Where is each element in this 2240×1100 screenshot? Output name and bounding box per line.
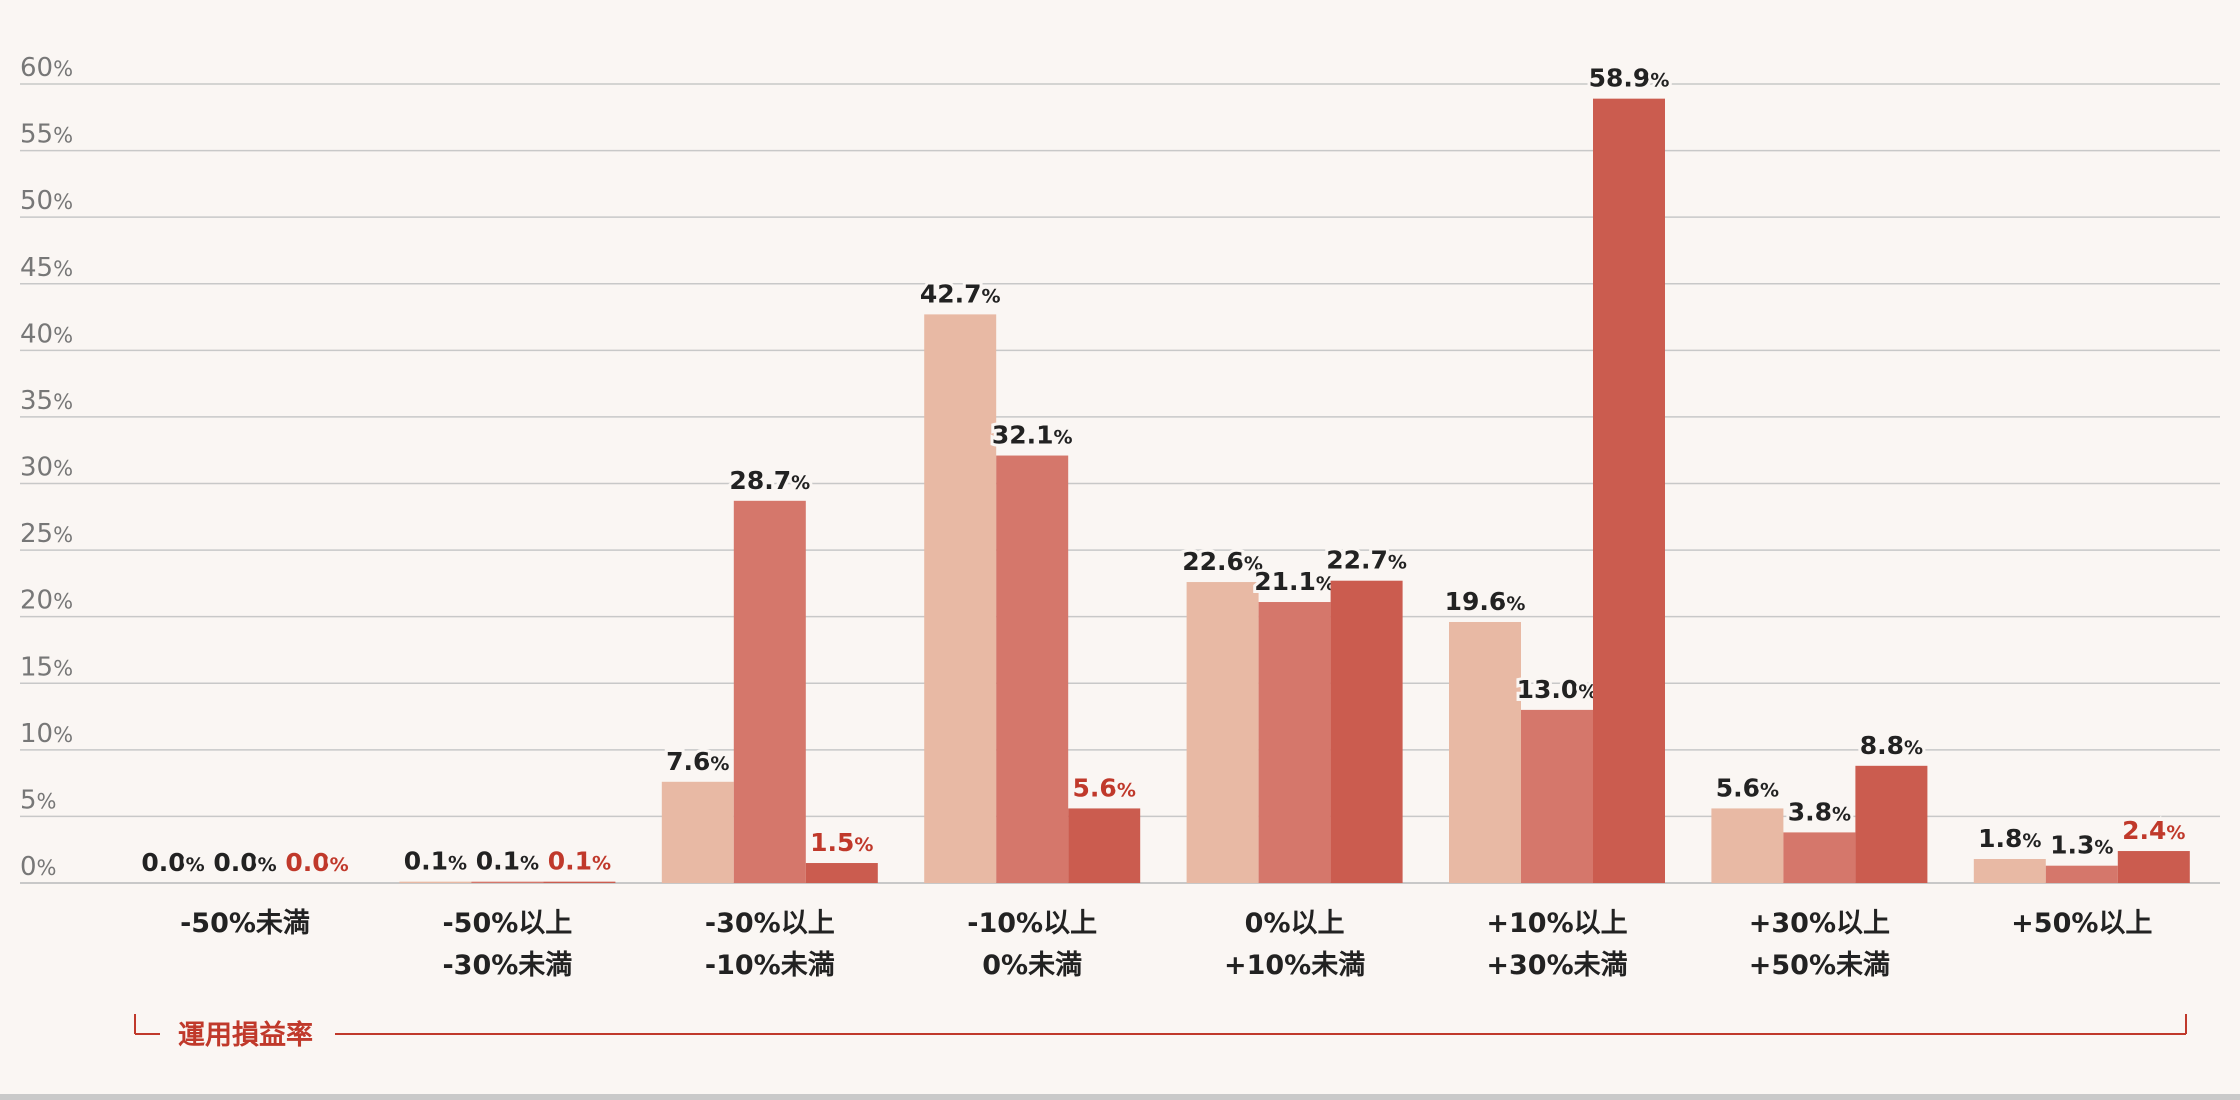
data-label: 1.5% — [810, 828, 873, 857]
y-tick-label: 50% — [20, 186, 73, 216]
y-tick-label: 0% — [20, 852, 57, 882]
bar — [543, 881, 616, 883]
bar — [1855, 765, 1928, 883]
bar — [471, 881, 544, 883]
x-tick-label: +30%以上 — [1749, 908, 1890, 939]
x-tick-label: 0%未満 — [982, 950, 1082, 981]
x-tick-label: -50%未満 — [180, 908, 310, 939]
bar — [805, 863, 878, 883]
y-tick-label: 40% — [20, 319, 73, 349]
x-tick-label: +50%未満 — [1749, 950, 1890, 981]
y-tick-label: 15% — [20, 652, 73, 682]
data-label: 0.1% — [548, 847, 611, 876]
data-label: 19.6% — [1445, 587, 1526, 616]
data-label: 1.3% — [2050, 831, 2113, 860]
data-label: 22.7% — [1326, 546, 1407, 575]
x-tick-label: 0%以上 — [1245, 908, 1345, 939]
data-label: 0.0% — [141, 848, 204, 877]
bar — [1449, 621, 1521, 883]
y-tick-label: 45% — [20, 253, 73, 283]
bar — [1068, 808, 1141, 883]
x-tick-label: +10%未満 — [1224, 950, 1365, 981]
data-label: 5.6% — [1716, 773, 1779, 802]
data-label: 22.6% — [1182, 547, 1263, 576]
data-label: 0.1% — [404, 847, 467, 876]
bar — [399, 881, 472, 883]
y-tick-label: 25% — [20, 519, 73, 549]
x-tick-label: -50%以上 — [442, 908, 572, 939]
bar — [1330, 580, 1403, 883]
x-tick-label: -10%以上 — [967, 908, 1097, 939]
data-label: 13.0% — [1517, 675, 1598, 704]
bar — [733, 500, 806, 883]
data-label: 42.7% — [920, 279, 1001, 308]
x-tick-label: -30%未満 — [442, 950, 572, 981]
x-tick-label: +30%未満 — [1486, 950, 1627, 981]
data-label: 0.0% — [285, 848, 348, 877]
data-label: 8.8% — [1860, 731, 1923, 760]
x-tick-label: -30%以上 — [705, 908, 835, 939]
data-label: 21.1% — [1254, 567, 1335, 596]
bottom-strip — [0, 1094, 2240, 1100]
y-tick-label: 20% — [20, 586, 73, 616]
x-tick-label: -10%未満 — [705, 950, 835, 981]
bar — [924, 314, 997, 884]
bar — [661, 781, 734, 883]
bar — [2117, 851, 2190, 883]
bar — [1711, 808, 1784, 883]
data-label: 28.7% — [729, 466, 810, 495]
bar — [996, 455, 1069, 883]
x-axis-label: 運用損益率 — [178, 1019, 313, 1051]
bar — [1521, 709, 1593, 883]
bar — [2045, 865, 2118, 883]
y-tick-label: 5% — [20, 785, 57, 815]
x-tick-label: +10%以上 — [1486, 908, 1627, 939]
data-label: 3.8% — [1788, 797, 1851, 826]
data-label: 32.1% — [992, 421, 1073, 450]
y-tick-label: 60% — [20, 53, 73, 83]
bar — [1783, 832, 1856, 883]
data-label: 5.6% — [1073, 773, 1136, 802]
data-label: 7.6% — [666, 747, 729, 776]
data-label: 2.4% — [2122, 816, 2185, 845]
data-label: 58.9% — [1589, 64, 1670, 93]
bar — [1593, 98, 1665, 884]
y-tick-label: 30% — [20, 453, 73, 483]
bar — [1258, 602, 1331, 883]
y-tick-label: 10% — [20, 719, 73, 749]
bar — [1973, 859, 2046, 883]
bar — [1186, 582, 1259, 883]
x-tick-label: +50%以上 — [2011, 908, 2152, 939]
data-label: 0.0% — [213, 848, 276, 877]
y-tick-label: 35% — [20, 386, 73, 416]
data-label: 0.1% — [476, 847, 539, 876]
y-tick-label: 55% — [20, 120, 73, 150]
data-label: 1.8% — [1978, 824, 2041, 853]
